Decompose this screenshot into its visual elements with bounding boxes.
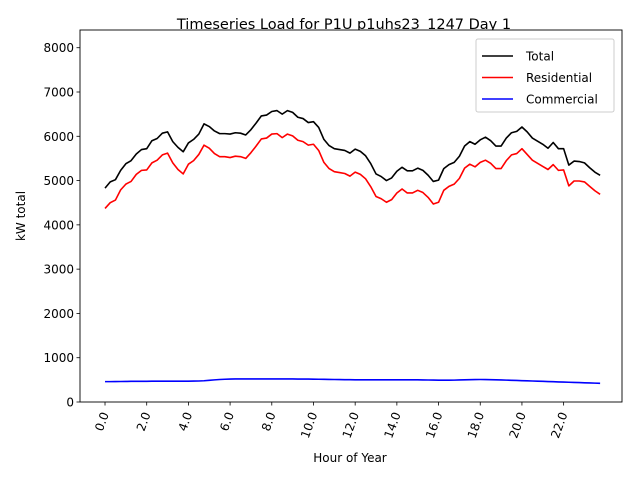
y-tick-label: 6000 [43,130,74,144]
series-layer [104,109,601,385]
series-line-commercial [105,378,601,385]
chart-title: Timeseries Load for P1U p1uhs23_1247 Day… [176,17,511,33]
y-tick-label: 3000 [43,263,74,277]
series-line-residential [104,132,601,210]
y-axis: 0 1000 2000 3000 4000 5000 6000 7000 8000 [43,41,80,410]
x-tick-label: 0.0 [92,410,112,433]
x-tick-label: 10.0 [298,410,320,440]
legend-label-commercial: Commercial [526,93,598,107]
y-axis-label: kW total [14,191,28,241]
legend-entries: Total Residential Commercial [482,50,598,107]
y-tick-label: 1000 [43,351,74,365]
series-line-total [104,109,601,189]
legend-label-residential: Residential [526,71,592,85]
y-tick-label: 0 [66,396,74,410]
x-tick-label: 6.0 [217,410,237,433]
legend-label-total: Total [525,50,554,64]
y-tick-label: 5000 [43,174,74,188]
x-tick-label: 4.0 [176,410,196,433]
legend: Total Residential Commercial [475,38,615,113]
y-tick-label: 7000 [43,86,74,100]
legend-box [475,38,615,113]
x-axis-label: Hour of Year [313,451,387,465]
x-tick-label: 8.0 [259,410,279,433]
x-tick-label: 2.0 [134,410,154,433]
x-tick-label: 14.0 [381,410,403,440]
x-tick-label: 18.0 [465,410,487,440]
x-tick-label: 12.0 [340,410,362,440]
x-tick-label: 20.0 [506,410,528,440]
y-tick-label: 8000 [43,41,74,55]
x-tick-label: 22.0 [548,410,570,440]
x-axis: 0.0 2.0 4.0 6.0 8.0 10.0 12.0 14.0 16.0 18.0 20.0 2… [92,402,570,440]
x-tick-label: 16.0 [423,410,445,440]
y-tick-label: 2000 [43,307,74,321]
y-tick-label: 4000 [43,218,74,232]
